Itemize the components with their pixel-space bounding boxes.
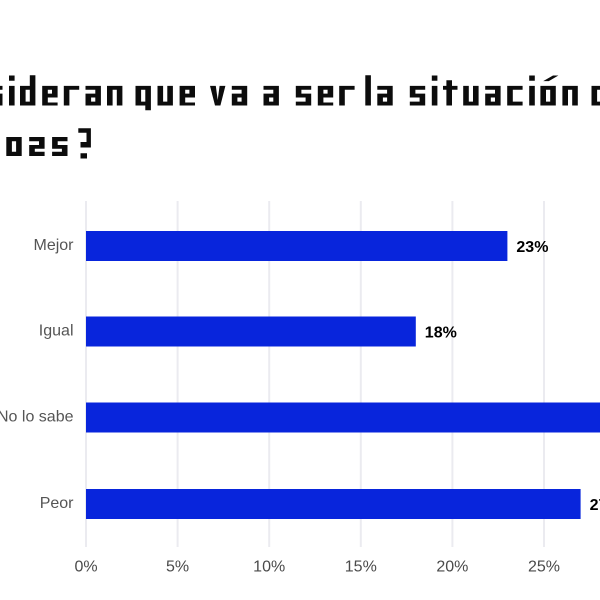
svg-text:10%: 10% [253,559,285,576]
svg-text:5%: 5% [166,559,189,576]
svg-text:No lo sabe: No lo sabe [0,409,74,426]
svg-text:0%: 0% [74,559,97,576]
svg-text:Mejor: Mejor [33,237,74,254]
svg-text:15%: 15% [345,559,377,576]
svg-text:Peor: Peor [40,495,74,512]
svg-text:Igual: Igual [39,323,74,340]
svg-text:23%: 23% [516,239,548,256]
svg-text:27%: 27% [590,497,600,514]
svg-text:20%: 20% [436,559,468,576]
svg-text:18%: 18% [425,324,457,341]
svg-text:25%: 25% [528,559,560,576]
